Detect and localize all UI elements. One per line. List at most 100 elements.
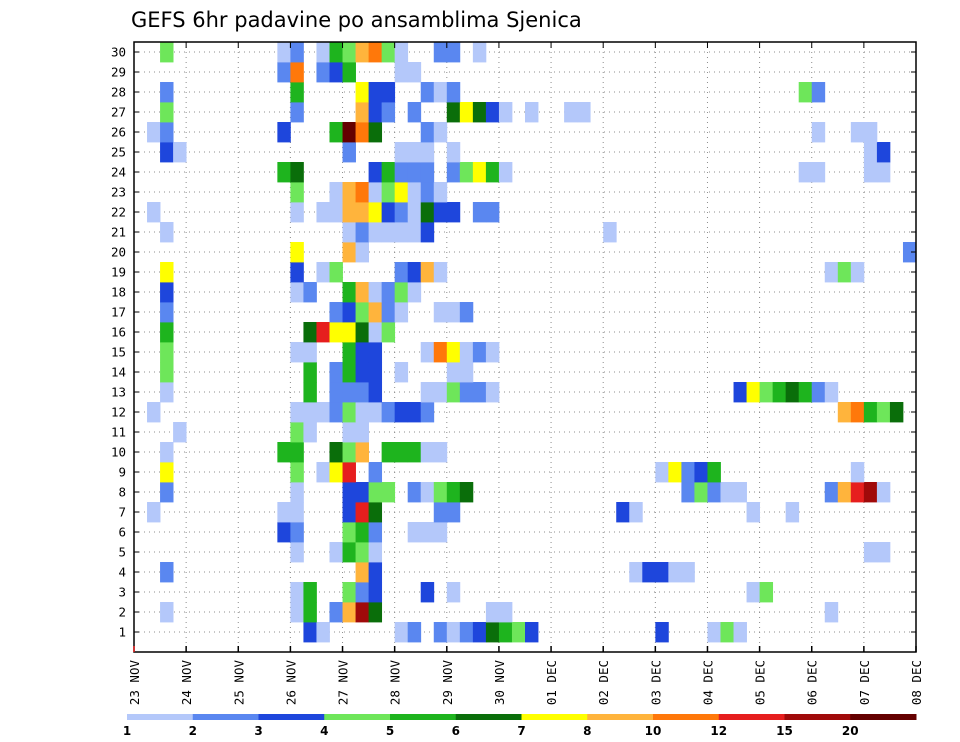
heatmap-cell [485, 382, 500, 403]
colorbar-label: 2 [189, 724, 197, 738]
heatmap-cell [863, 402, 878, 423]
heatmap-cell [355, 502, 369, 523]
heatmap-cell [746, 582, 760, 603]
heatmap-cell [160, 262, 174, 283]
heatmap-cell [407, 522, 422, 543]
heatmap-cell [472, 382, 487, 403]
heatmap-cell [381, 322, 396, 343]
heatmap-cell [420, 222, 435, 243]
heatmap-cell [368, 162, 383, 183]
heatmap-cell [459, 482, 474, 503]
x-tick-label: 28 NOV [388, 660, 403, 706]
heatmap-cell [811, 82, 826, 103]
heatmap-cell [303, 422, 317, 443]
heatmap-cell [407, 622, 422, 643]
heatmap-cell [368, 402, 383, 423]
y-tick-label: 14 [111, 365, 126, 380]
heatmap-cell [850, 122, 865, 143]
heatmap-cell [420, 442, 435, 463]
y-tick-label: 23 [111, 185, 126, 200]
heatmap-cell [290, 462, 304, 483]
heatmap-cell [668, 562, 682, 583]
heatmap-cell [863, 162, 878, 183]
heatmap-cell [433, 522, 448, 543]
y-tick-label: 25 [111, 145, 126, 160]
colorbar-swatch [390, 714, 457, 720]
heatmap-cell [407, 482, 422, 503]
heatmap-cell [342, 382, 356, 403]
heatmap-cell [160, 562, 174, 583]
colorbar-label: 10 [645, 724, 662, 738]
heatmap-cell [290, 502, 304, 523]
heatmap-cell [394, 202, 409, 223]
y-tick-label: 20 [111, 245, 126, 260]
x-tick-label: 30 NOV [492, 660, 507, 706]
heatmap-cell [407, 202, 422, 223]
heatmap-cell [368, 102, 383, 123]
heatmap-cell [316, 462, 330, 483]
heatmap-cell [355, 582, 369, 603]
heatmap-cell [394, 162, 409, 183]
heatmap-cell [446, 202, 461, 223]
heatmap-cell [368, 282, 383, 303]
colorbar-label: 5 [386, 724, 394, 738]
y-tick-label: 4 [118, 565, 126, 580]
heatmap-cell [277, 522, 291, 543]
heatmap-cell [355, 562, 369, 583]
x-tick-label: 03 DEC [648, 660, 663, 705]
heatmap-cell [329, 182, 343, 203]
heatmap-cell [355, 242, 369, 263]
heatmap-cell [290, 242, 304, 263]
y-tick-label: 22 [111, 205, 126, 220]
heatmap-cell [342, 482, 356, 503]
heatmap-cell [381, 402, 396, 423]
heatmap-cell [863, 542, 878, 563]
colorbar-label: 20 [842, 724, 859, 738]
heatmap-cell [876, 402, 891, 423]
heatmap-cell [420, 382, 435, 403]
heatmap-cell [147, 202, 161, 223]
colorbar-swatch [850, 714, 917, 720]
heatmap-cell [160, 482, 174, 503]
heatmap-cell [368, 322, 383, 343]
heatmap-cell [902, 242, 917, 263]
heatmap-cell [381, 482, 396, 503]
heatmap-cell [420, 482, 435, 503]
heatmap-cell [407, 442, 422, 463]
heatmap-cell [681, 482, 695, 503]
heatmap-cell [329, 382, 343, 403]
heatmap-cell [394, 402, 409, 423]
heatmap-cell [277, 502, 291, 523]
heatmap-cell [707, 622, 721, 643]
heatmap-cell [173, 142, 187, 163]
x-tick-label: 04 DEC [700, 660, 715, 705]
heatmap-cell [446, 382, 461, 403]
heatmap-cell [303, 282, 317, 303]
heatmap-cell [629, 502, 643, 523]
heatmap-cell [290, 582, 304, 603]
heatmap-cell [420, 142, 435, 163]
heatmap-cell [329, 442, 343, 463]
heatmap-cell [160, 42, 174, 63]
heatmap-cell [355, 602, 369, 623]
heatmap-cell [394, 362, 409, 383]
colorbar-legend: 1 2 3 4 5 6 7 8 10 12 15 20 [123, 714, 917, 738]
heatmap-cell [290, 262, 304, 283]
heatmap-cell [342, 182, 356, 203]
heatmap-cell [811, 162, 826, 183]
heatmap-cell [407, 262, 422, 283]
x-tick-label: 29 NOV [440, 660, 455, 706]
colorbar-swatch [521, 714, 588, 720]
colorbar-label: 7 [517, 724, 525, 738]
heatmap-cell [459, 382, 474, 403]
y-tick-label: 15 [111, 345, 126, 360]
heatmap-cell [355, 282, 369, 303]
heatmap-cell [342, 142, 356, 163]
heatmap-cell [277, 42, 291, 63]
y-tick-label: 12 [111, 405, 126, 420]
heatmap-cell [824, 262, 839, 283]
heatmap-cell [472, 622, 487, 643]
colorbar-swatch [127, 714, 194, 720]
heatmap-cell [850, 462, 865, 483]
heatmap-cell [459, 622, 474, 643]
